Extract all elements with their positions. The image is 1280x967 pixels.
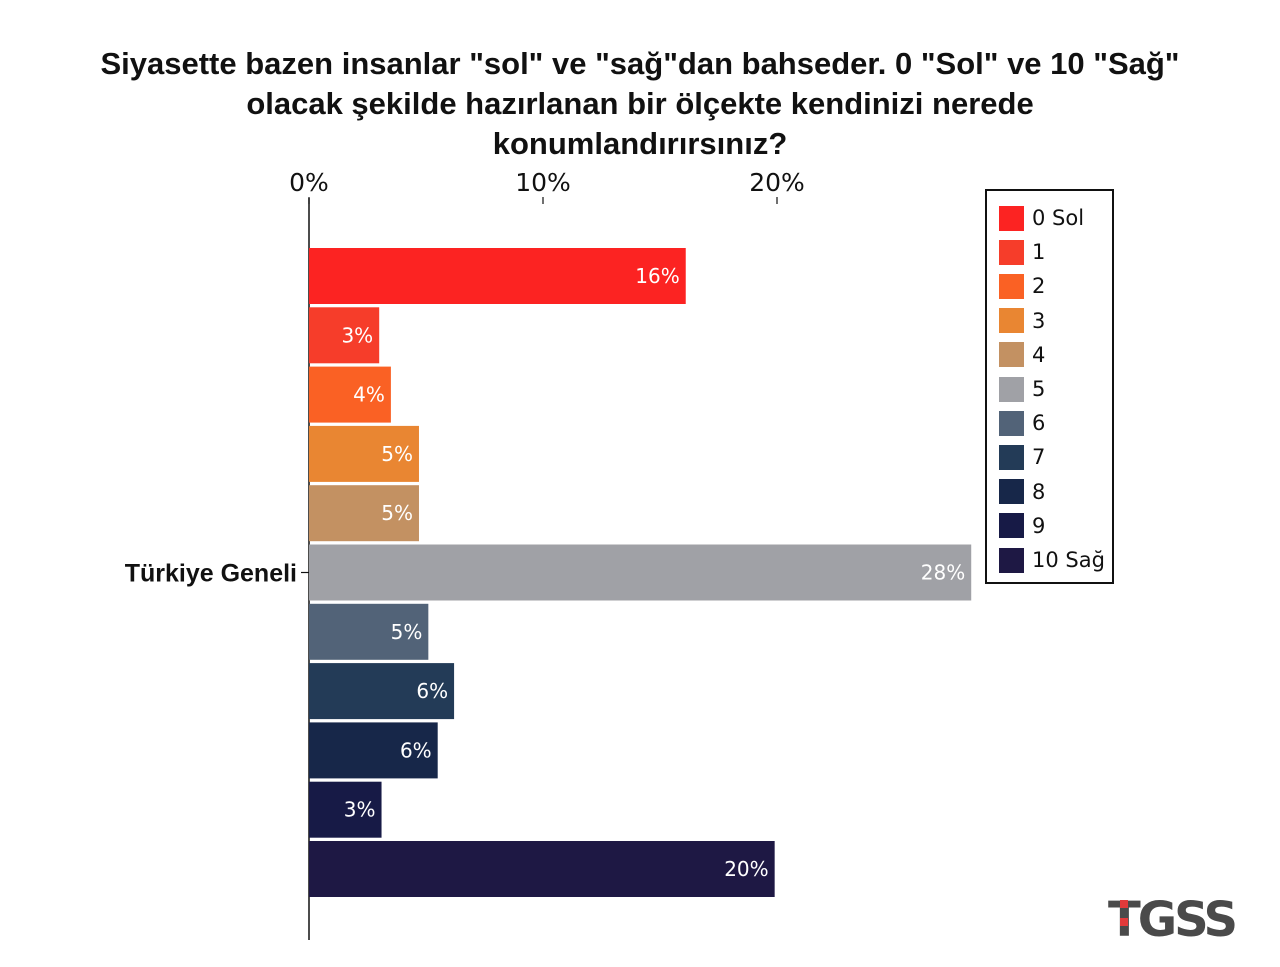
bar-value-label: 28% [921, 561, 965, 585]
bar-3 [309, 425, 419, 482]
bar-value-label: 3% [344, 798, 376, 822]
bar-10 [309, 841, 775, 897]
bar-value-label: 5% [391, 620, 423, 644]
legend-swatch [999, 273, 1024, 299]
x-tick-label: 20% [749, 168, 805, 197]
bar-5 [309, 544, 972, 601]
tgss-logo: TGSS [1108, 892, 1239, 948]
bar-9 [309, 781, 382, 838]
legend-swatch [999, 239, 1024, 265]
bar-value-label: 5% [381, 501, 413, 525]
legend-swatch [999, 479, 1024, 505]
legend-swatch [999, 547, 1024, 573]
legend-swatch [999, 513, 1024, 539]
bar-7 [309, 663, 455, 720]
legend-item: 5 [999, 376, 1045, 402]
legend-swatch [999, 444, 1024, 470]
bar-0 [309, 248, 686, 304]
chart-title-line-3: konumlandırırsınız? [492, 126, 788, 161]
chart-legend: 0 Sol 1 2 3 4 5 6 7 8 9 10 Sağ [985, 189, 1114, 584]
legend-swatch [999, 342, 1024, 368]
chart-title: Siyasette bazen insanlar "sol" ve "sağ"d… [40, 44, 1240, 164]
legend-swatch [999, 205, 1024, 231]
legend-swatch [999, 308, 1024, 334]
svg-text:TGSS: TGSS [1108, 892, 1236, 948]
y-category-label: Türkiye Geneli [125, 560, 297, 588]
bar-4 [309, 485, 419, 542]
legend-label: 7 [1032, 445, 1046, 470]
bar-1 [309, 307, 380, 364]
bar-8 [309, 722, 438, 779]
bar-value-label: 3% [341, 323, 373, 347]
x-tick-label: 10% [515, 168, 571, 197]
legend-label: 8 [1032, 479, 1046, 504]
legend-item: 9 [999, 513, 1045, 539]
legend-label: 10 Sağ [1032, 548, 1105, 572]
bar-value-label: 6% [400, 738, 432, 762]
legend-item: 3 [999, 308, 1045, 334]
legend-item: 8 [999, 479, 1045, 505]
legend-item: 1 [999, 239, 1045, 265]
legend-item: 0 Sol [999, 205, 1084, 231]
chart-title-line-2: olacak şekilde hazırlanan bir ölçekte ke… [246, 86, 1034, 121]
bar-2 [309, 366, 391, 423]
bar-value-label: 4% [353, 383, 385, 407]
legend-swatch [999, 376, 1024, 402]
chart-title-line-1: Siyasette bazen insanlar "sol" ve "sağ"d… [100, 46, 1180, 81]
legend-label: 0 Sol [1032, 206, 1085, 230]
bar-6 [309, 603, 429, 660]
legend-label: 2 [1032, 274, 1046, 299]
legend-item: 7 [999, 444, 1045, 470]
legend-label: 1 [1032, 240, 1046, 265]
bar-value-label: 6% [416, 679, 448, 703]
x-tick-label: 0% [289, 168, 329, 197]
legend-label: 4 [1032, 342, 1046, 367]
legend-label: 6 [1032, 411, 1046, 436]
legend-item: 4 [999, 342, 1045, 368]
legend-item: 10 Sağ [999, 547, 1105, 573]
legend-item: 6 [999, 410, 1045, 436]
legend-swatch [999, 410, 1024, 436]
bar-value-label: 5% [381, 442, 413, 466]
legend-label: 5 [1032, 377, 1046, 401]
legend-label: 3 [1032, 308, 1046, 333]
legend-label: 9 [1032, 513, 1046, 538]
bar-value-label: 20% [724, 857, 768, 881]
bar-value-label: 16% [635, 264, 679, 288]
legend-item: 2 [999, 273, 1045, 299]
